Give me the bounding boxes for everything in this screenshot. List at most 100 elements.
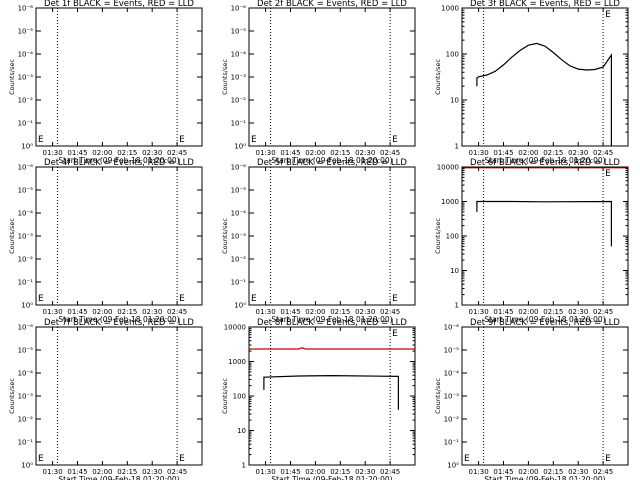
x-axis-label: Start Time (09-Feb-18 01:20:00): [58, 475, 179, 480]
y-tick-label: 10⁻²: [18, 97, 34, 105]
y-axis-label: Counts/sec: [434, 59, 442, 95]
x-tick-label: 02:15: [543, 468, 563, 476]
e-marker-label: E: [464, 454, 470, 464]
y-tick-label: 10⁻²: [231, 256, 247, 264]
y-tick-label: 10⁻⁴: [444, 370, 460, 378]
y-tick-label: 10⁻⁴: [231, 51, 247, 59]
y-tick-label: 10⁻⁶: [231, 5, 247, 13]
x-tick-label: 01:30: [43, 149, 63, 157]
y-tick-label: 10⁻³: [231, 74, 247, 82]
x-axis-label: Start Time (09-Feb-18 01:20:00): [271, 475, 392, 480]
y-tick-label: 1000: [228, 358, 246, 366]
y-axis-label: Counts/sec: [221, 59, 229, 95]
plot-panel-1: Det 1f BLACK = Events, RED = LLD E E 01:30 0…: [8, 0, 203, 165]
x-tick-label: 01:30: [469, 468, 489, 476]
y-tick-label: 10⁰: [21, 462, 33, 470]
y-tick-label: 10⁻⁴: [231, 210, 247, 218]
plot-title: Det 2f BLACK = Events, RED = LLD: [257, 0, 407, 9]
x-tick-label: 02:30: [142, 149, 162, 157]
x-tick-label: 02:15: [117, 308, 137, 316]
y-tick-label: 10: [450, 97, 459, 105]
e-marker-label: E: [392, 329, 398, 339]
e-marker-label: E: [605, 454, 611, 464]
y-tick-label: 10⁻⁶: [18, 164, 34, 172]
y-tick-label: 10⁻³: [231, 233, 247, 241]
y-tick-label: 10⁻⁶: [231, 164, 247, 172]
x-tick-label: 01:30: [256, 149, 276, 157]
y-tick-label: 10⁻²: [444, 416, 460, 424]
x-tick-label: 02:45: [593, 468, 613, 476]
y-tick-label: 10⁻¹: [18, 439, 34, 447]
x-tick-label: 02:15: [117, 149, 137, 157]
y-tick-label: 10⁻¹: [231, 279, 247, 287]
x-tick-label: 02:00: [92, 149, 112, 157]
y-tick-label: 10⁻¹: [444, 439, 460, 447]
y-axis-label: Counts/sec: [221, 218, 229, 254]
x-tick-label: 02:30: [355, 308, 375, 316]
y-tick-label: 10⁻⁵: [18, 347, 34, 355]
y-tick-label: 10⁻²: [18, 256, 34, 264]
plot-title: Det 8f BLACK = Events, RED = LLD: [257, 318, 407, 328]
x-tick-label: 01:45: [67, 308, 87, 316]
x-tick-label: 02:15: [117, 468, 137, 476]
y-tick-label: 10⁻⁶: [444, 324, 460, 332]
x-tick-label: 02:15: [543, 149, 563, 157]
e-marker-label: E: [251, 294, 257, 304]
x-axis-label: Start Time (09-Feb-18 01:20:00): [484, 475, 605, 480]
y-tick-label: 10⁻³: [444, 393, 460, 401]
y-tick-label: 1: [455, 143, 459, 151]
x-axis-label: Start Time (09-Feb-18 01:20:00): [271, 315, 392, 324]
y-tick-label: 10⁻³: [18, 393, 34, 401]
x-tick-label: 02:30: [355, 468, 375, 476]
y-tick-label: 10⁻⁵: [231, 28, 247, 36]
x-tick-label: 02:45: [380, 149, 400, 157]
y-tick-label: 10⁻⁴: [18, 210, 34, 218]
x-tick-label: 02:45: [167, 149, 187, 157]
data-series-line: [263, 374, 399, 410]
y-tick-label: 1000: [441, 198, 459, 206]
x-tick-label: 01:30: [256, 468, 276, 476]
y-tick-label: 1: [242, 462, 246, 470]
y-tick-label: 10⁻³: [18, 233, 34, 241]
x-tick-label: 01:30: [43, 468, 63, 476]
y-tick-label: 10⁰: [234, 302, 246, 310]
x-tick-label: 01:45: [493, 149, 513, 157]
e-marker-label: E: [392, 135, 398, 145]
plot-title: Det 7f BLACK = Events, RED = LLD: [44, 318, 194, 328]
y-tick-label: 1000: [441, 5, 459, 13]
x-tick-label: 02:45: [167, 308, 187, 316]
e-marker-label: E: [605, 10, 611, 20]
x-tick-label: 02:00: [518, 468, 538, 476]
data-series-line: [476, 200, 613, 247]
x-axis-label: Start Time (09-Feb-18 01:20:00): [58, 315, 179, 324]
y-tick-label: 10⁻⁶: [18, 5, 34, 13]
x-tick-label: 02:30: [568, 308, 588, 316]
x-tick-label: 01:30: [43, 308, 63, 316]
x-tick-label: 02:00: [305, 149, 325, 157]
e-marker-label: E: [38, 135, 44, 145]
plot-panel-2: Det 2f BLACK = Events, RED = LLD E E 01:30 0…: [221, 0, 416, 165]
x-tick-label: 02:15: [330, 468, 350, 476]
plot-title: Det 1f BLACK = Events, RED = LLD: [44, 0, 194, 9]
plot-title: Det 3f BLACK = Events, RED = LLD: [470, 0, 620, 9]
y-tick-label: 10⁻¹: [231, 120, 247, 128]
y-tick-label: 10000: [224, 324, 246, 332]
x-tick-label: 02:00: [305, 468, 325, 476]
x-tick-label: 02:00: [518, 308, 538, 316]
plot-panel-7: Det 7f BLACK = Events, RED = LLD E E 01:30 0…: [8, 318, 203, 480]
y-tick-label: 10⁰: [21, 143, 33, 151]
y-tick-label: 10⁻⁵: [231, 187, 247, 195]
y-tick-label: 10000: [437, 164, 459, 172]
x-tick-label: 02:45: [593, 308, 613, 316]
y-tick-label: 100: [233, 393, 246, 401]
y-tick-label: 1: [455, 302, 459, 310]
y-tick-label: 10⁰: [234, 143, 246, 151]
y-tick-label: 100: [446, 51, 459, 59]
x-tick-label: 02:15: [330, 149, 350, 157]
x-tick-label: 01:45: [280, 468, 300, 476]
y-tick-label: 10⁰: [21, 302, 33, 310]
plot-title: Det 9f BLACK = Events, RED = LLD: [470, 318, 620, 328]
y-axis-label: Counts/sec: [434, 378, 442, 414]
